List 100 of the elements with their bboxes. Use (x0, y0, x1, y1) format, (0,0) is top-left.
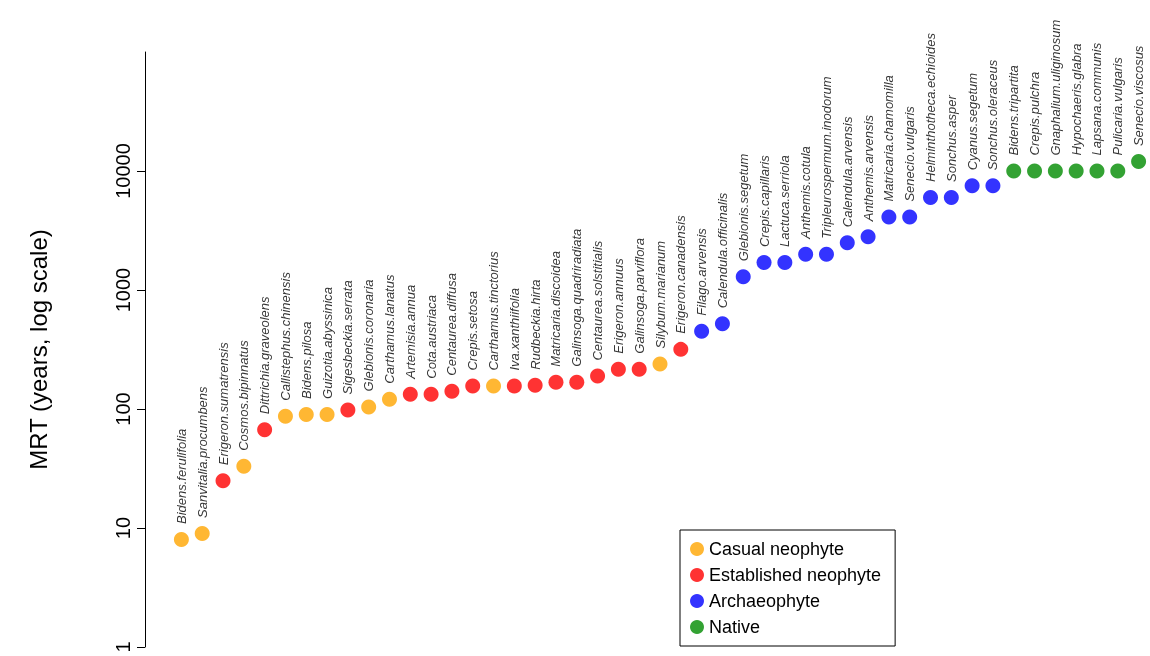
x-tick-label: Sanvitalia.procumbens (194, 385, 210, 518)
x-tick-label: Lactuca.serriola (777, 155, 793, 248)
point (694, 323, 710, 339)
point (444, 383, 460, 399)
x-tick-label: Matricaria.chamomilla (881, 75, 897, 202)
x-tick-label: Sigesbeckia.serrata (340, 280, 356, 395)
point (902, 209, 918, 225)
x-tick-label: Erigeron.canadensis (673, 214, 689, 334)
point (486, 378, 502, 394)
point (1047, 163, 1063, 179)
x-tick-label: Erigeron.annuus (610, 257, 626, 354)
y-tick-label: 100 (112, 392, 134, 426)
x-tick-label: Cyanus.segetum (964, 72, 980, 171)
x-tick-label: Matricaria.discoidea (548, 251, 564, 367)
legend-label: Casual neophyte (709, 539, 845, 559)
point (548, 374, 564, 390)
legend-label: Established neophyte (709, 565, 882, 585)
x-tick-label: Tripleurospermum.inodorum (818, 76, 834, 239)
x-tick-label: Galinsoga.quadriradiata (569, 228, 585, 367)
point (506, 378, 522, 394)
x-tick-label: Cota.austriaca (423, 294, 439, 379)
y-tick-label: 10000 (112, 143, 134, 199)
x-tick-label: Bidens.ferulifolia (173, 428, 189, 525)
y-tick-label: 1 (112, 641, 134, 653)
x-tick-label: Artemisia.annua (402, 284, 418, 380)
point (569, 374, 585, 390)
point (860, 229, 876, 245)
x-tick-label: Hypochaeris.glabra (1068, 43, 1084, 156)
point (735, 269, 751, 285)
point (340, 402, 356, 418)
y-tick-label: 1000 (112, 267, 134, 313)
point (985, 178, 1001, 194)
x-tick-label: Bidens.tripartita (1006, 65, 1022, 156)
point (1089, 163, 1105, 179)
y-axis-title: MRT (years, log scale) (24, 229, 52, 470)
x-tick-label: Centaurea.diffusa (444, 273, 460, 376)
x-tick-label: Rudbeckia.hirta (527, 279, 543, 370)
point (173, 532, 189, 548)
x-tick-label: Dittrichia.graveolens (257, 295, 273, 415)
point (714, 316, 730, 332)
point (1068, 163, 1084, 179)
x-tick-label: Anthemis.arvensis (860, 114, 876, 223)
point (923, 189, 939, 205)
x-tick-label: Gnaphalium.uliginosum (1047, 19, 1063, 156)
x-tick-label: Galinsoga.parviflora (631, 238, 647, 354)
point (298, 406, 314, 422)
point (610, 361, 626, 377)
point (319, 406, 335, 422)
x-tick-label: Cosmos.bipinnatus (236, 339, 252, 451)
point (590, 368, 606, 384)
x-tick-label: Silybum.marianum (652, 240, 668, 349)
legend-label: Archaeophyte (709, 591, 821, 611)
x-tick-label: Pulicaria.vulgaris (1110, 56, 1126, 156)
point (756, 255, 772, 271)
x-tick-label: Carthamus.tinctorius (486, 250, 502, 371)
x-tick-label: Filago.arvensis (694, 227, 710, 316)
point (964, 178, 980, 194)
point (631, 361, 647, 377)
x-tick-label: Crepis.setosa (465, 291, 481, 371)
point (881, 209, 897, 225)
x-tick-label: Calendula.officinalis (714, 192, 730, 309)
point (1110, 163, 1126, 179)
x-tick-label: Bidens.pilosa (298, 321, 314, 399)
x-tick-label: Sonchus.asper (943, 94, 959, 182)
x-tick-label: Glebionis.segetum (735, 153, 751, 262)
x-tick-label: Centaurea.solstitialis (590, 240, 606, 361)
point (382, 391, 397, 407)
point (839, 235, 855, 251)
point (1131, 154, 1147, 170)
point (423, 386, 439, 402)
point (527, 377, 543, 393)
point (215, 473, 231, 489)
x-tick-label: Senecio.vulgaris (902, 105, 918, 202)
point (673, 341, 689, 357)
point (194, 525, 210, 541)
point (818, 246, 834, 262)
point (361, 399, 377, 415)
x-tick-label: Callistephus.chinensis (277, 271, 293, 401)
point (236, 458, 252, 474)
x-tick-label: Iva.xanthiifolia (506, 288, 522, 371)
x-tick-label: Carthamus.lanatus (381, 274, 397, 384)
x-tick-label: Glebionis.coronaria (361, 279, 377, 392)
point (777, 255, 793, 271)
point (1006, 163, 1022, 179)
point (257, 422, 273, 438)
point (798, 246, 814, 262)
x-tick-label: Erigeron.sumatrensis (215, 341, 231, 466)
x-tick-label: Sonchus.oleraceus (985, 59, 1001, 171)
y-tick-label: 10 (112, 516, 134, 540)
point (1027, 163, 1043, 179)
point (277, 408, 293, 424)
x-tick-label: Senecio.viscosus (1131, 45, 1147, 147)
x-tick-label: Crepis.capillaris (756, 154, 772, 248)
x-tick-label: Lapsana.communis (1089, 42, 1105, 156)
legend-label: Native (709, 617, 761, 637)
point (943, 189, 959, 205)
x-tick-label: Helminthotheca.echioides (923, 32, 939, 182)
point (465, 378, 481, 394)
point (652, 356, 668, 372)
point (402, 386, 418, 402)
